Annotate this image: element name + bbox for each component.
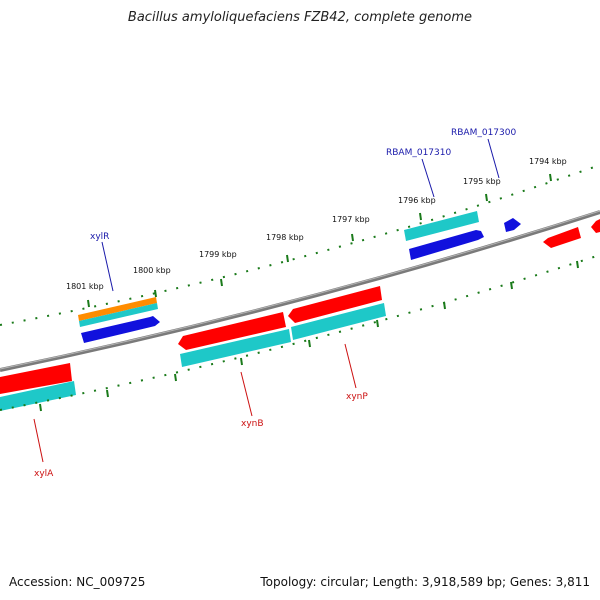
gene-feature-cyan — [79, 303, 158, 327]
tick-mark — [154, 289, 157, 298]
lower-features — [0, 219, 600, 411]
tick-label: 1801 kbp — [66, 282, 104, 291]
gene-label-xynP: xynP — [346, 392, 368, 402]
cds-reverse — [81, 316, 160, 343]
accession-text: Accession: NC_009725 — [9, 575, 146, 589]
tick-mark — [174, 373, 177, 382]
lower-tick-track-line — [0, 254, 600, 411]
tick-mark — [549, 173, 552, 182]
gene-label-xynB: xynB — [241, 419, 264, 429]
cds-reverse — [504, 218, 521, 232]
cds-forward — [591, 219, 600, 233]
tick-label: 1796 kbp — [398, 196, 436, 205]
upper-tick-labels: 1801 kbp 1800 kbp 1799 kbp 1798 kbp 1797… — [66, 157, 567, 291]
tick-label: 1797 kbp — [332, 215, 370, 224]
tick-label: 1799 kbp — [199, 250, 237, 259]
gene-feature-cyan — [404, 211, 479, 241]
tick-mark — [220, 278, 223, 287]
leader-line — [421, 158, 435, 198]
tick-label: 1795 kbp — [463, 177, 501, 186]
map-title: Bacillus amyloliquefaciens FZB42, comple… — [127, 10, 473, 25]
tick-mark — [443, 301, 446, 310]
gene-feature-orange — [78, 297, 157, 321]
tick-mark — [240, 357, 243, 366]
tick-mark — [39, 403, 42, 412]
lower-tick-track — [0, 254, 600, 412]
gene-label-xylA: xylA — [34, 469, 54, 479]
gene-feature-cyan — [180, 329, 291, 367]
gene-label-RBAM_017310: RBAM_017310 — [386, 148, 451, 158]
leader-line — [101, 241, 114, 292]
tick-label: 1798 kbp — [266, 233, 304, 242]
upper-features — [78, 211, 521, 343]
lower-gene-labels: xylA xynB xynP — [33, 343, 368, 479]
cds-forward — [543, 227, 581, 248]
genome-summary-text: Topology: circular; Length: 3,918,589 bp… — [260, 575, 590, 589]
cds-forward — [288, 286, 382, 323]
gene-feature-cyan — [291, 303, 386, 340]
tick-label: 1800 kbp — [133, 266, 171, 275]
tick-mark — [419, 212, 422, 221]
gene-label-xylR: xylR — [90, 232, 109, 242]
tick-mark — [286, 254, 289, 263]
tick-mark — [351, 233, 354, 242]
tick-label: 1794 kbp — [529, 157, 567, 166]
upper-tick-track — [0, 164, 600, 326]
leader-line — [344, 343, 357, 389]
genome-backbone-highlight — [0, 210, 600, 370]
tick-mark — [510, 281, 513, 290]
upper-gene-labels: xylR RBAM_017310 RBAM_017300 — [90, 128, 516, 292]
leader-line — [240, 371, 253, 417]
tick-mark — [106, 389, 109, 398]
upper-tick-track-line — [0, 164, 600, 326]
cds-forward — [178, 312, 286, 350]
leader-line — [487, 138, 500, 179]
tick-mark — [376, 319, 379, 328]
cds-forward — [0, 363, 72, 394]
tick-mark — [576, 260, 579, 269]
gene-label-RBAM_017300: RBAM_017300 — [451, 128, 516, 138]
gene-feature-cyan — [0, 381, 76, 411]
leader-line — [33, 418, 44, 463]
tick-mark — [485, 193, 488, 202]
tick-mark — [308, 339, 311, 348]
cds-reverse — [409, 230, 484, 260]
tick-mark — [87, 299, 90, 308]
genome-backbone — [0, 210, 600, 372]
